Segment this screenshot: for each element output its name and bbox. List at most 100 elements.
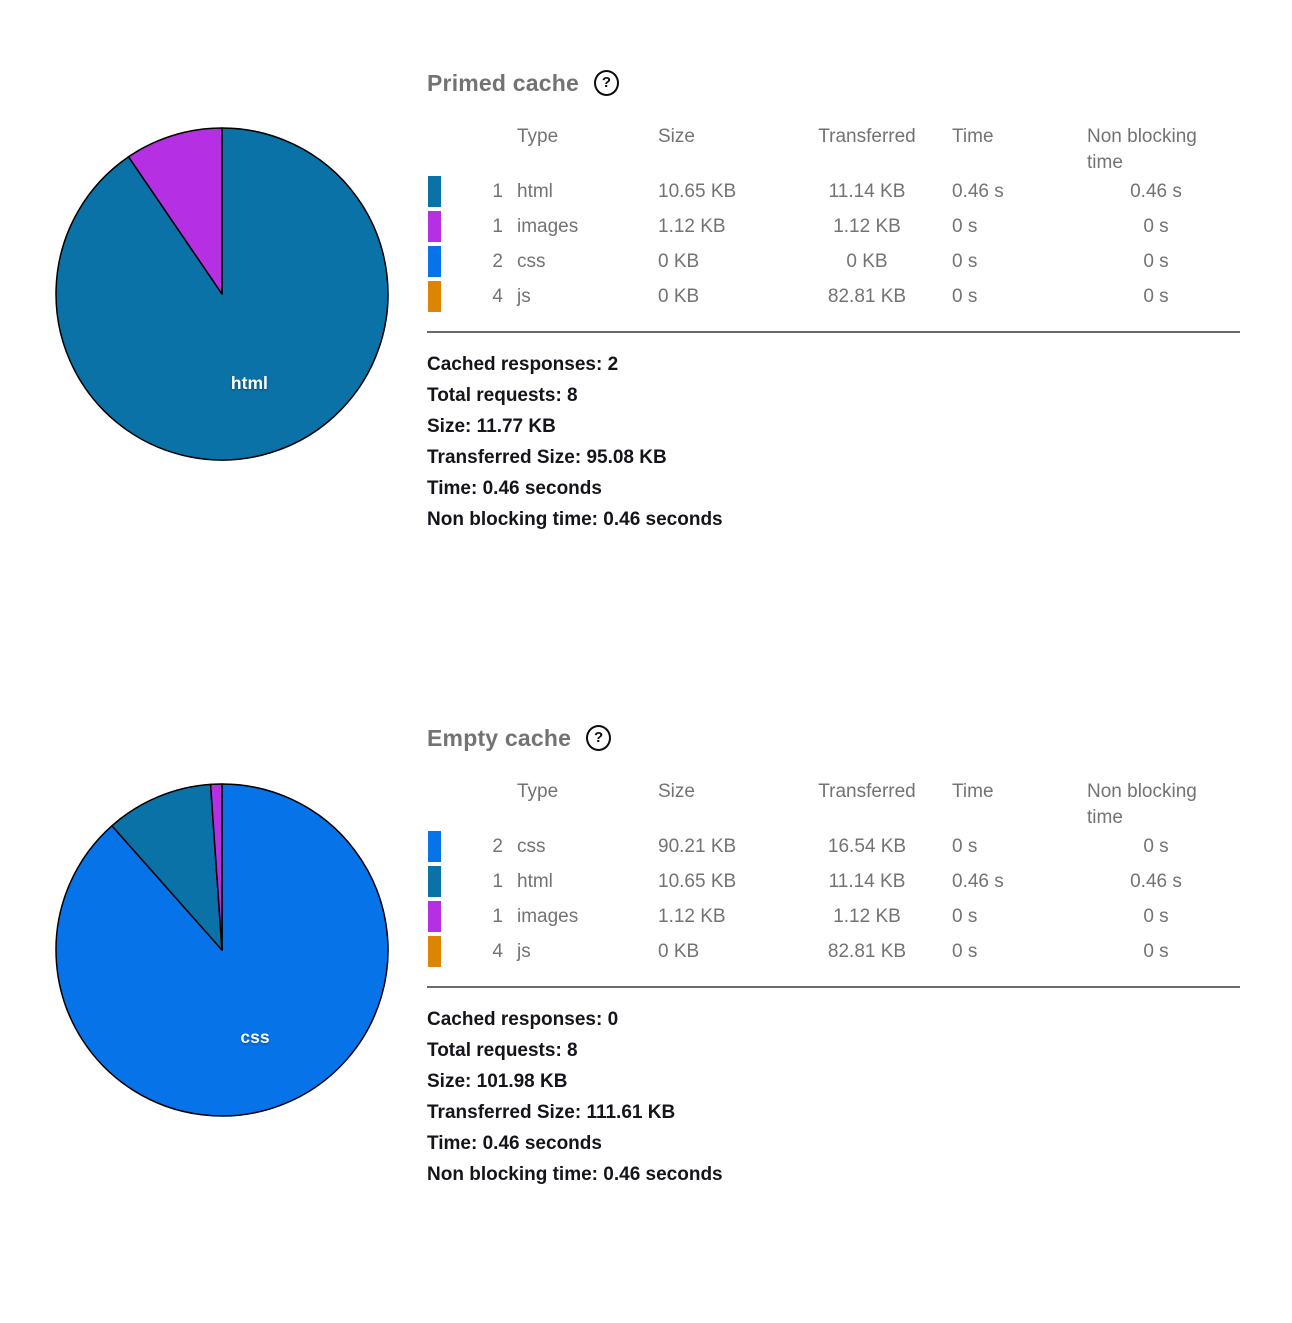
cell-non-blocking-time: 0 s [1143,835,1169,857]
summary-line: Total requests: 8 [427,1040,578,1061]
summary-line: Transferred Size: 111.61 KB [427,1102,676,1123]
cell-transferred: 1.12 KB [833,215,901,237]
cell-transferred: 0 KB [846,250,888,272]
cell-type: css [517,250,546,272]
table-divider [427,986,1240,988]
summary-line: Transferred Size: 95.08 KB [427,447,667,468]
cell-count: 1 [492,870,503,892]
primed-cache-pie-chart: html [53,125,391,463]
cell-count: 1 [492,215,503,237]
cell-size: 10.65 KB [658,180,737,202]
cell-count: 1 [492,180,503,202]
empty-cache-pie-chart: css [53,781,391,1119]
cell-size: 1.12 KB [658,905,726,927]
section-title: Empty cache [427,724,572,751]
pie-slice-images[interactable] [127,127,223,295]
table-row-css[interactable]: 2 css 90.21 KB 16.54 KB 0 s 0 s [427,829,1225,864]
table-header-row: Type Size Transferred Time Non blocking … [427,124,1225,176]
cell-type: images [517,905,579,927]
cell-transferred: 16.54 KB [827,835,907,857]
cell-non-blocking-time: 0 s [1143,285,1169,307]
type-color-swatch [428,936,441,967]
cell-transferred: 11.14 KB [828,870,906,892]
type-color-swatch [428,246,441,277]
column-header-size: Size [658,781,695,802]
cell-count: 1 [492,905,503,927]
help-icon[interactable]: ? [593,70,619,96]
summary-line: Size: 101.98 KB [427,1071,568,1092]
summary-line: Cached responses: 2 [427,354,619,375]
cell-non-blocking-time: 0 s [1143,250,1169,272]
cell-size: 0 KB [658,250,700,272]
pie-slice-html[interactable] [111,783,223,951]
column-header-transferred: Transferred [818,781,916,802]
network-performance-analysis-panel: { "page": { "background": "#ffffff" }, "… [0,68,1292,1185]
table-row-images[interactable]: 1 images 1.12 KB 1.12 KB 0 s 0 s [427,209,1225,244]
primed-cache-content: Primed cache ? Type Size Transferred Tim… [427,68,1240,530]
summary-line: Cached responses: 0 [427,1009,619,1030]
cell-time: 0 s [952,215,978,237]
cell-size: 1.12 KB [658,215,726,237]
cell-non-blocking-time: 0 s [1143,940,1169,962]
cell-type: images [517,215,579,237]
column-header-non-blocking-time: Non blocking time [1087,781,1197,828]
empty-cache-section: css Empty cache ? Type Size Transferred … [0,723,1292,1323]
type-color-swatch [428,831,441,862]
cell-time: 0 s [952,940,978,962]
column-header-type: Type [517,126,559,147]
cell-non-blocking-time: 0.46 s [1130,870,1182,892]
table-row-js[interactable]: 4 js 0 KB 82.81 KB 0 s 0 s [427,934,1225,969]
cell-transferred: 82.81 KB [827,940,907,962]
table-header-row: Type Size Transferred Time Non blocking … [427,779,1225,831]
cell-time: 0.46 s [952,180,1004,202]
table-row-html[interactable]: 1 html 10.65 KB 11.14 KB 0.46 s 0.46 s [427,864,1225,899]
cell-size: 0 KB [658,940,700,962]
summary-line: Total requests: 8 [427,385,578,406]
help-icon[interactable]: ? [586,725,612,751]
empty-cache-table: Type Size Transferred Time Non blocking … [427,779,1225,831]
primed-cache-summary: Cached responses: 2 Total requests: 8 Size… [427,349,723,535]
summary-line: Time: 0.46 seconds [427,1133,602,1154]
pie-slice-label: css [240,1027,269,1047]
table-row-js[interactable]: 4 js 0 KB 82.81 KB 0 s 0 s [427,279,1225,314]
summary-line: Non blocking time: 0.46 seconds [427,1164,723,1185]
cell-type: js [517,285,531,307]
cell-non-blocking-time: 0.46 s [1130,180,1182,202]
cell-non-blocking-time: 0 s [1143,215,1169,237]
table-row-images[interactable]: 1 images 1.12 KB 1.12 KB 0 s 0 s [427,899,1225,934]
primed-cache-header: Primed cache ? [427,68,1240,98]
cell-time: 0 s [952,285,978,307]
table-divider [427,331,1240,333]
empty-cache-header: Empty cache ? [427,723,1240,753]
empty-cache-content: Empty cache ? Type Size Transferred Time… [427,723,1240,1185]
primed-cache-section: html Primed cache ? Type Size Transferre… [0,68,1292,668]
pie-chart-svg: html [55,127,389,461]
cell-transferred: 82.81 KB [827,285,907,307]
cell-time: 0 s [952,250,978,272]
cell-type: html [517,180,553,202]
column-header-transferred: Transferred [818,126,916,147]
type-color-swatch [428,211,441,242]
cell-count: 4 [492,940,503,962]
cell-transferred: 1.12 KB [833,905,901,927]
table-row-css[interactable]: 2 css 0 KB 0 KB 0 s 0 s [427,244,1225,279]
type-color-swatch [428,281,441,312]
cell-type: js [517,940,531,962]
empty-cache-summary: Cached responses: 0 Total requests: 8 Size… [427,1004,723,1190]
cell-type: html [517,870,553,892]
cell-size: 90.21 KB [658,835,737,857]
cell-size: 10.65 KB [658,870,737,892]
column-header-type: Type [517,781,559,802]
column-header-size: Size [658,126,695,147]
type-color-swatch [428,176,441,207]
pie-slice-label: html [231,373,268,393]
table-row-html[interactable]: 1 html 10.65 KB 11.14 KB 0.46 s 0.46 s [427,174,1225,209]
column-header-time: Time [952,781,994,802]
pie-slice-html[interactable] [55,127,389,461]
cell-time: 0.46 s [952,870,1004,892]
summary-line: Non blocking time: 0.46 seconds [427,509,723,530]
pie-slice-images[interactable] [209,783,223,951]
column-header-non-blocking-time: Non blocking time [1087,126,1197,173]
pie-slice-css[interactable] [55,783,389,1117]
